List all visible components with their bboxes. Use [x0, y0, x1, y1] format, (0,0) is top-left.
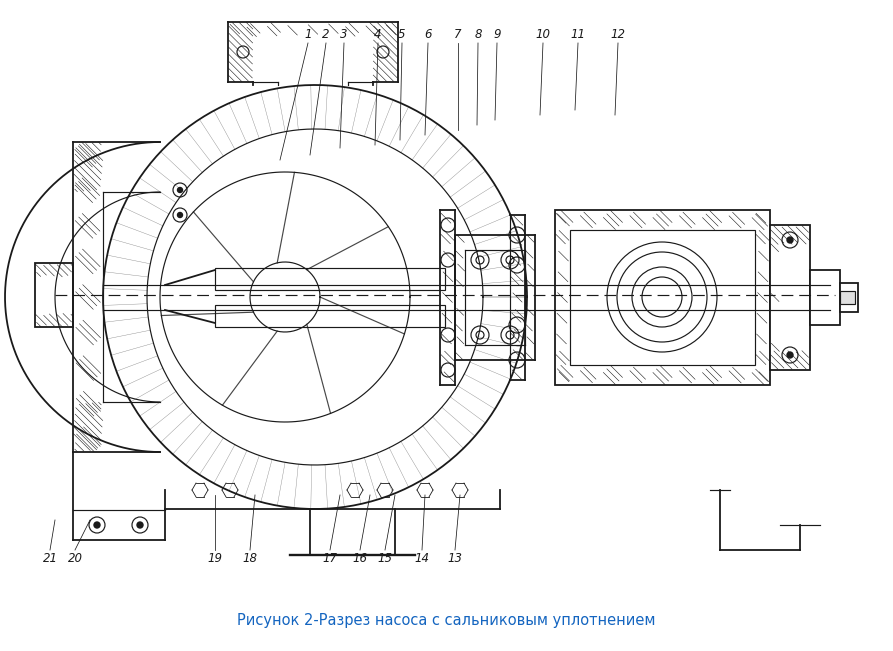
Text: 10: 10 [536, 29, 550, 42]
Text: 19: 19 [207, 551, 222, 564]
Text: 15: 15 [378, 551, 393, 564]
Bar [840, 283, 858, 312]
Circle shape [787, 237, 793, 243]
Bar [770, 225, 810, 370]
Circle shape [137, 522, 143, 528]
Text: 6: 6 [424, 29, 431, 42]
Circle shape [787, 352, 793, 358]
Bar [215, 268, 445, 290]
Circle shape [178, 187, 182, 193]
Circle shape [94, 522, 100, 528]
Text: 7: 7 [455, 29, 462, 42]
Text: 1: 1 [305, 29, 312, 42]
Text: 8: 8 [474, 29, 481, 42]
Text: 12: 12 [611, 29, 625, 42]
Bar [570, 230, 755, 365]
Text: 20: 20 [68, 551, 82, 564]
Text: 18: 18 [243, 551, 257, 564]
Text: 14: 14 [414, 551, 430, 564]
Bar [840, 291, 855, 304]
Text: 13: 13 [447, 551, 463, 564]
Text: 3: 3 [340, 29, 347, 42]
Text: 4: 4 [374, 29, 381, 42]
Circle shape [178, 212, 182, 217]
Bar [555, 210, 770, 385]
Text: 5: 5 [398, 29, 405, 42]
Bar [215, 305, 445, 327]
Text: Рисунок 2-Разрез насоса с сальниковым уплотнением: Рисунок 2-Разрез насоса с сальниковым уп… [238, 613, 655, 628]
Text: 9: 9 [493, 29, 501, 42]
Bar [810, 270, 840, 325]
Bar [35, 263, 73, 327]
Text: 16: 16 [353, 551, 368, 564]
Text: 21: 21 [43, 551, 57, 564]
Text: 2: 2 [322, 29, 330, 42]
Text: 17: 17 [322, 551, 338, 564]
Text: 11: 11 [571, 29, 586, 42]
